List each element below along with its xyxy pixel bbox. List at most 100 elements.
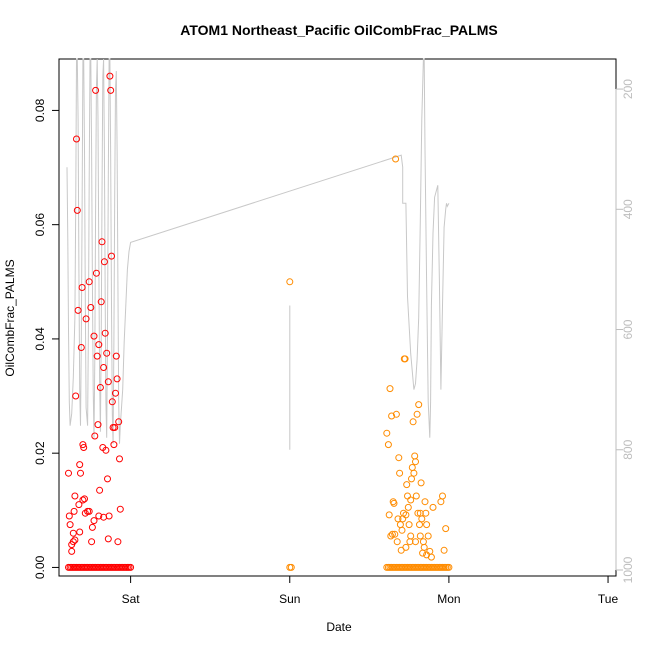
x-tick-label-0: Sat	[122, 592, 141, 606]
data-point-s1-47	[388, 412, 396, 420]
data-point-s1-46	[386, 385, 394, 393]
data-point-s0-62	[85, 278, 93, 286]
data-point-s1-71	[410, 469, 418, 477]
data-point-s1-94	[440, 546, 448, 554]
data-point-s1-72	[411, 452, 419, 460]
aux-line-layer	[66, 58, 450, 450]
data-point-s0-50	[74, 306, 82, 314]
data-point-s1-64	[404, 503, 412, 511]
data-point-s0-58	[81, 495, 88, 503]
data-point-s1-43	[383, 429, 391, 437]
data-point-s0-96	[114, 538, 122, 546]
data-point-s1-49	[391, 530, 399, 538]
data-point-s0-101	[100, 513, 108, 521]
data-point-s0-44	[69, 538, 77, 546]
data-point-s0-56	[79, 441, 87, 449]
data-point-s1-87	[423, 521, 431, 529]
data-point-s1-42	[445, 563, 453, 571]
data-point-s0-45	[70, 507, 78, 515]
x-tick-label-2: Mon	[437, 592, 460, 606]
data-point-s1-44	[384, 441, 392, 449]
data-point-s0-88	[108, 252, 115, 260]
data-point-s0-53	[77, 469, 84, 477]
data-point-s1-73	[412, 458, 419, 466]
data-point-s0-81	[102, 446, 110, 454]
data-point-s1-85	[421, 498, 429, 506]
data-point-s1-61	[402, 543, 410, 551]
data-point-s0-46	[71, 492, 79, 500]
data-point-s1-101	[402, 511, 410, 519]
data-point-s0-83	[104, 475, 111, 483]
data-point-s1-51	[392, 410, 400, 418]
data-point-s0-82	[103, 349, 111, 357]
data-point-s1-80	[417, 479, 425, 487]
data-point-s1-91	[429, 503, 437, 511]
data-point-s1-50	[392, 155, 400, 163]
data-point-s0-71	[94, 421, 102, 429]
data-point-s0-59	[81, 509, 89, 517]
data-point-s0-104	[69, 529, 77, 537]
y2-tick-label-3: 800	[621, 439, 635, 459]
y-tick-label-0: 0.00	[33, 555, 47, 579]
data-point-s0-70	[93, 352, 101, 360]
data-point-s1-68	[408, 475, 415, 483]
data-point-s1-93	[439, 492, 446, 500]
data-point-s1-88	[424, 532, 432, 540]
y-tick-label-1: 0.02	[33, 441, 47, 465]
data-point-s0-42	[66, 521, 74, 529]
data-point-s0-109	[90, 517, 98, 525]
data-point-s0-52	[76, 461, 84, 469]
data-point-s0-66	[90, 332, 98, 340]
plot-frame	[58, 58, 617, 577]
data-point-s0-103	[68, 547, 76, 555]
data-point-s1-1	[287, 563, 295, 571]
data-point-s1-76	[414, 509, 422, 517]
data-point-s1-92	[437, 498, 445, 506]
data-point-s0-78	[100, 364, 108, 371]
data-point-s1-96	[387, 532, 395, 540]
data-point-s0-72	[95, 341, 103, 349]
data-point-s0-51	[75, 501, 83, 509]
data-point-s0-100	[95, 512, 103, 520]
chart-title: ATOM1 Northeast_Pacific OilCombFrac_PALM…	[180, 22, 497, 38]
data-point-s1-56	[398, 526, 406, 534]
data-point-s0-47	[72, 392, 80, 400]
data-point-s0-54	[77, 344, 85, 351]
data-point-s1-78	[416, 521, 423, 529]
data-point-s0-55	[78, 284, 86, 291]
data-point-s1-70	[409, 418, 417, 426]
data-point-s1-53	[395, 454, 403, 462]
data-point-s0-99	[116, 505, 124, 513]
data-point-s0-98	[116, 455, 123, 463]
data-point-s1-103	[412, 538, 419, 546]
y2-tick-label-0: 200	[621, 79, 635, 99]
data-point-s1-102	[407, 532, 415, 540]
y-tick-label-3: 0.06	[33, 213, 47, 237]
data-point-s1-60	[401, 355, 409, 363]
data-point-s1-83	[419, 538, 427, 546]
data-point-s1-105	[423, 551, 431, 559]
data-point-s1-54	[396, 469, 404, 477]
data-point-s0-80	[101, 329, 109, 337]
data-point-s1-63	[404, 492, 411, 500]
data-point-s0-68	[92, 86, 100, 94]
data-point-s0-49	[73, 206, 81, 214]
data-point-s0-41	[65, 512, 73, 520]
data-point-s0-69	[92, 269, 100, 277]
data-point-s1-100	[396, 521, 404, 529]
data-point-s0-95	[113, 375, 121, 383]
x-tick-label-1: Sun	[279, 592, 300, 606]
data-point-s0-67	[91, 432, 99, 440]
data-point-s0-108	[85, 507, 93, 515]
data-point-s0-84	[104, 378, 112, 386]
data-point-s1-98	[390, 499, 398, 507]
data-point-s1-69	[408, 464, 416, 471]
data-point-s1-2	[286, 278, 294, 286]
data-point-s1-52	[394, 515, 402, 523]
axes-layer: 0.00 0.02 0.04 0.06 0.08 200 400 600 800 1000 Sat S…	[33, 79, 635, 606]
data-point-s0-64	[88, 538, 96, 546]
data-point-s1-74	[412, 492, 420, 500]
data-point-s0-85	[105, 512, 113, 520]
data-point-s0-40	[65, 469, 72, 477]
